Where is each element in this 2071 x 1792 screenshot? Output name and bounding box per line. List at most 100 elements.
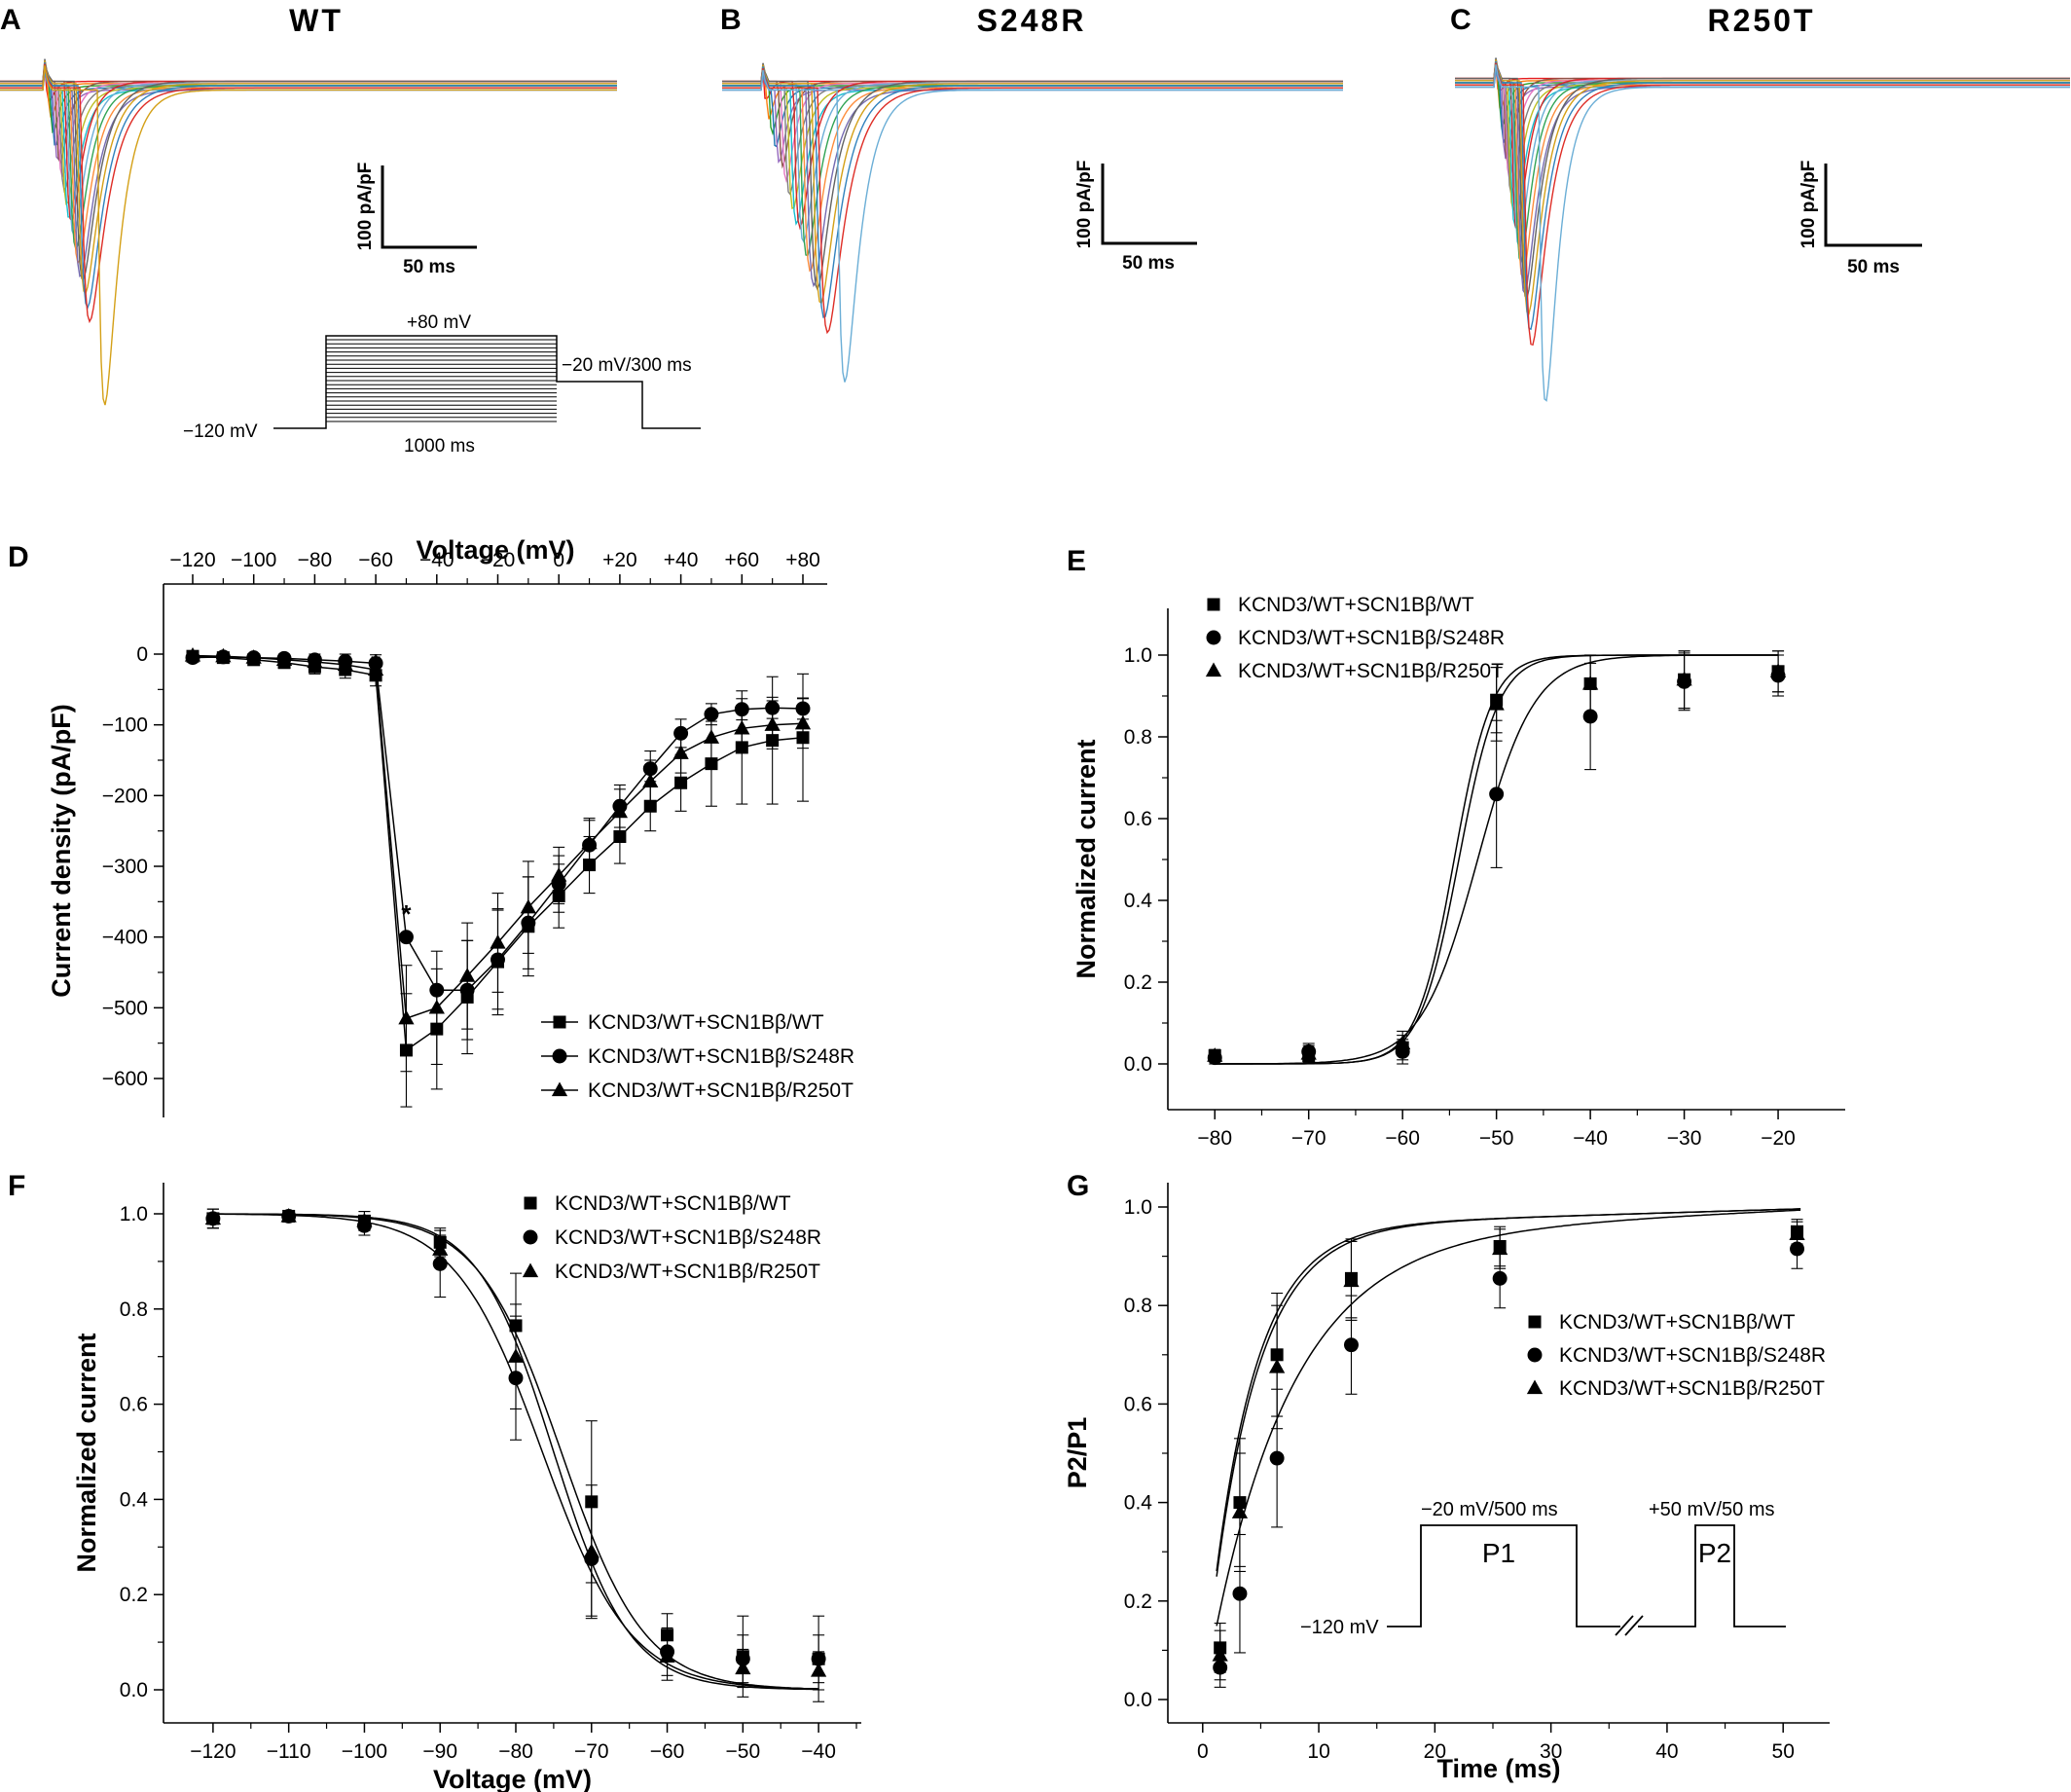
scale-bar-b: 100 pA/pF 50 ms — [1074, 161, 1197, 274]
y-tick-label: −600 — [102, 1068, 148, 1090]
current-trace — [0, 65, 617, 180]
y-tick-label: 1.0 — [1124, 644, 1152, 667]
protocol-g-p1-label: −20 mV/500 ms — [1421, 1499, 1558, 1520]
legend-label: KCND3/WT+SCN1Bβ/WT — [555, 1192, 791, 1215]
current-trace — [722, 74, 1343, 226]
panel-letter-a: A — [0, 4, 21, 36]
current-trace — [722, 67, 1343, 335]
x-tick-label: −50 — [726, 1740, 761, 1763]
y-tick-label: 1.0 — [1124, 1196, 1152, 1219]
scale-bar-a: 100 pA/pF 50 ms — [355, 163, 477, 277]
activation-chart: −80 −70 −60 −50 −40 −30 −20 0.0 0.2 0.4 0.6 0.8 1.0 N… — [1072, 594, 1845, 1150]
legend-marker — [553, 1015, 566, 1029]
data-point — [1269, 1450, 1285, 1466]
panel-f: F −120 −110 −100 −90 −80 −70 −60 −50 −40 0.0 0.2 0.… — [8, 1170, 861, 1792]
x-tick-label: −20 — [1761, 1127, 1796, 1150]
legend: KCND3/WT+SCN1Bβ/WT KCND3/WT+SCN1Bβ/S248R K… — [1205, 594, 1505, 682]
legend-marker — [523, 1229, 538, 1245]
x-tick-label: −60 — [650, 1740, 685, 1763]
traces-a — [0, 58, 617, 406]
data-point — [432, 1241, 449, 1256]
current-trace — [722, 64, 1343, 305]
series-circle — [1213, 1209, 1805, 1688]
y-tick-label: −100 — [102, 714, 148, 737]
panel-letter-c: C — [1450, 4, 1472, 36]
x-tick-label: −60 — [358, 549, 393, 571]
current-trace — [0, 68, 617, 118]
data-point — [1790, 1241, 1805, 1257]
data-point — [398, 1009, 415, 1025]
y-axis-label: Normalized current — [72, 1333, 101, 1572]
legend-marker — [1207, 598, 1220, 611]
x-tick-label: +40 — [664, 549, 699, 571]
current-trace — [722, 62, 1343, 291]
legend-label: KCND3/WT+SCN1Bβ/S248R — [588, 1045, 854, 1068]
x-tick-label: 20 — [1424, 1740, 1446, 1763]
protocol-g-p2: P2 — [1698, 1538, 1731, 1568]
data-point — [581, 834, 598, 850]
legend-label: KCND3/WT+SCN1Bβ/R250T — [588, 1079, 854, 1102]
data-point — [659, 1648, 675, 1663]
y-tick-label: 0.4 — [120, 1488, 149, 1511]
current-trace — [1455, 67, 2070, 211]
y-tick-label: 0.0 — [1124, 1689, 1152, 1711]
data-point — [459, 968, 476, 982]
protocol-duration-label: 1000 ms — [404, 436, 475, 457]
data-point — [735, 1660, 751, 1675]
fit-curve — [1216, 1208, 1801, 1577]
data-point — [1492, 1240, 1508, 1256]
y-tick-label: −300 — [102, 856, 148, 878]
data-point — [215, 647, 232, 663]
x-tick-label: −40 — [801, 1740, 836, 1763]
y-tick-label: 0.6 — [1124, 1393, 1152, 1415]
y-tick-label: 0.2 — [1124, 1591, 1152, 1613]
x-tick-label: −20 — [481, 549, 516, 571]
x-tick-label: −110 — [267, 1740, 311, 1763]
y-tick-label: 0.6 — [120, 1394, 148, 1416]
panel-title-b: S248R — [977, 3, 1087, 38]
data-point — [703, 729, 720, 744]
current-trace — [0, 58, 617, 280]
panel-letter-d: D — [8, 541, 29, 573]
data-point — [1343, 1272, 1360, 1288]
scale-bar-c: 100 pA/pF 50 ms — [1798, 161, 1922, 277]
data-point — [794, 714, 812, 730]
current-trace — [0, 70, 617, 218]
x-tick-label: 0 — [1197, 1740, 1209, 1763]
scale-x-label-a: 50 ms — [403, 257, 455, 277]
x-tick-label: 30 — [1540, 1740, 1562, 1763]
x-tick-label: −100 — [231, 549, 276, 571]
data-point — [672, 745, 689, 759]
current-trace — [722, 66, 1343, 318]
y-tick-label: 0.4 — [1124, 890, 1153, 912]
data-point — [245, 649, 262, 664]
y-tick-label: 0.2 — [120, 1584, 148, 1606]
x-tick-label: −70 — [574, 1740, 609, 1763]
current-trace — [0, 63, 617, 324]
y-axis-label: Current density (pA/pF) — [47, 704, 76, 998]
data-point — [490, 934, 506, 949]
x-tick-label: −50 — [1479, 1127, 1514, 1150]
current-trace — [722, 69, 1343, 383]
data-point — [204, 1210, 222, 1225]
protocol-g-p2-label: +50 mV/50 ms — [1649, 1499, 1775, 1520]
legend-marker — [1206, 630, 1221, 645]
data-point — [1676, 671, 1692, 686]
data-point — [642, 773, 659, 787]
legend-marker — [1527, 1347, 1543, 1363]
x-tick-label: +20 — [602, 549, 637, 571]
data-point — [275, 651, 293, 666]
legend-label: KCND3/WT+SCN1Bβ/WT — [1238, 594, 1474, 616]
scale-x-label-c: 50 ms — [1847, 257, 1900, 277]
y-tick-label: 0.0 — [120, 1679, 148, 1701]
data-point — [1207, 1047, 1223, 1062]
data-point — [1343, 1337, 1359, 1353]
x-tick-label: −70 — [1291, 1127, 1326, 1150]
data-point — [1492, 1270, 1508, 1286]
legend-label: KCND3/WT+SCN1Bβ/S248R — [1559, 1344, 1826, 1367]
series-triangle — [1207, 650, 1787, 1065]
legend-label: KCND3/WT+SCN1Bβ/R250T — [555, 1261, 820, 1283]
protocol-hold-label: −120 mV — [183, 421, 258, 442]
x-tick-label: 50 — [1772, 1740, 1795, 1763]
